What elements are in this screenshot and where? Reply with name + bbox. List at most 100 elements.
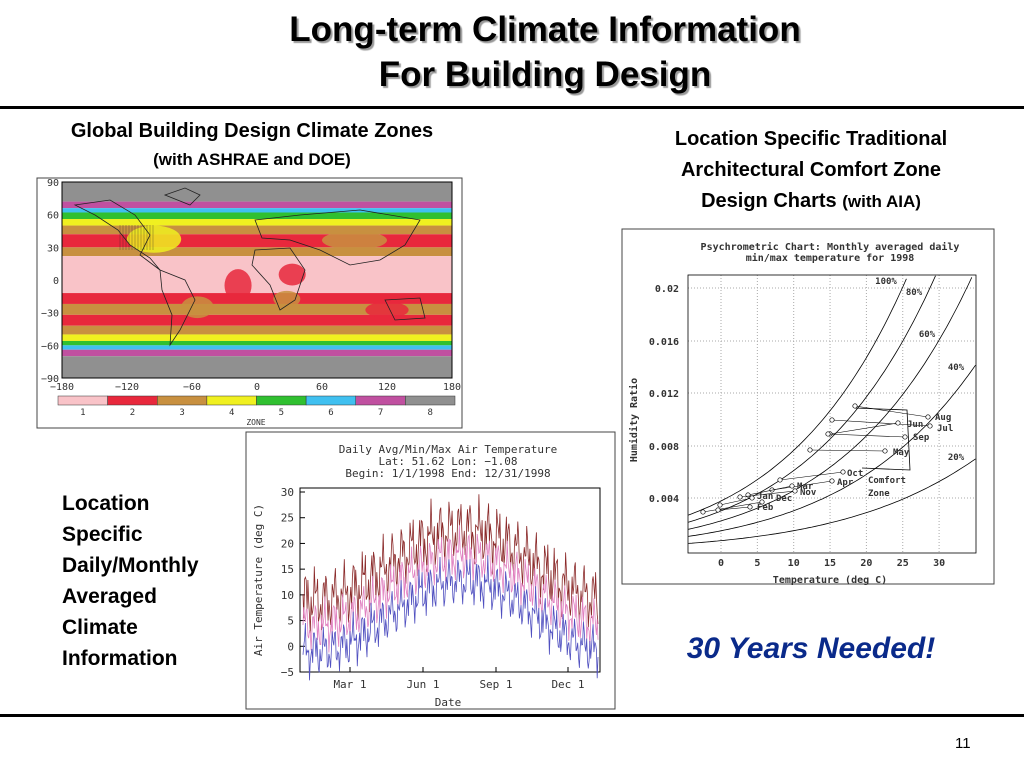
month-point — [777, 477, 783, 483]
month-label: Sep — [913, 433, 930, 443]
zone-band — [62, 349, 452, 357]
x-tick-label: 60 — [316, 382, 328, 393]
x-tick-label: −60 — [183, 382, 201, 393]
y-tick-label: −60 — [41, 341, 59, 352]
zone-swatch — [305, 395, 356, 406]
title-line: For Building Design — [378, 55, 712, 94]
side-text: Location Specific Daily/Monthly Averaged Cli… — [62, 488, 199, 674]
y-axis-label: Humidity Ratio — [628, 378, 640, 462]
subheading: (with ASHRAE and DOE) — [153, 150, 351, 169]
side-text-line: Location — [62, 492, 150, 515]
month-point — [749, 495, 755, 501]
y-tick-label: 15 — [281, 563, 294, 576]
side-text-line: Daily/Monthly — [62, 554, 199, 577]
month-link — [771, 480, 833, 491]
zone-patch — [224, 269, 252, 302]
month-link — [779, 471, 844, 481]
zone-label: 2 — [130, 408, 135, 418]
month-label: Dec — [776, 494, 792, 504]
zone-label: 6 — [328, 408, 333, 418]
x-tick-label: 15 — [824, 558, 836, 569]
temp-trace — [302, 555, 599, 681]
x-tick-label: −120 — [115, 382, 139, 393]
comfort-zone — [854, 407, 911, 471]
rh-label: 40% — [948, 363, 965, 373]
month-point — [829, 478, 835, 484]
zone-band — [62, 345, 452, 350]
month-link — [719, 497, 753, 506]
y-tick-label: −5 — [281, 666, 294, 679]
rh-curve — [688, 364, 976, 537]
heading: Architectural Comfort Zone — [680, 159, 942, 181]
rh-curve — [688, 277, 973, 530]
month-point — [747, 504, 753, 510]
rh-label: 80% — [906, 288, 923, 298]
zone-label: 8 — [427, 408, 432, 418]
x-tick-label: 0 — [718, 558, 724, 569]
month-link — [809, 449, 886, 452]
x-tick-label: 5 — [754, 558, 760, 569]
side-text-line: Climate — [62, 616, 138, 639]
y-tick-label: 20 — [281, 537, 294, 550]
x-tick-label: 20 — [860, 558, 872, 569]
temp-trace — [302, 494, 599, 634]
month-point — [737, 494, 743, 500]
coastline — [254, 209, 421, 266]
month-point — [925, 414, 931, 420]
zone-band — [62, 234, 452, 248]
rule — [0, 714, 1024, 717]
y-tick-label: 60 — [47, 211, 59, 222]
zone-swatch — [157, 395, 208, 406]
y-tick-label: 30 — [47, 243, 59, 254]
zone-band — [62, 201, 452, 209]
zone-patch — [181, 296, 214, 319]
coastline — [251, 247, 306, 311]
x-axis-label: Temperature (deg C) — [773, 575, 887, 586]
side-text-line: Information — [62, 647, 178, 670]
x-tick-label: Sep 1 — [479, 678, 512, 691]
y-tick-label: 0.016 — [649, 337, 679, 348]
zone-band — [62, 212, 452, 220]
rh-label: 60% — [919, 330, 936, 340]
month-link — [827, 433, 906, 438]
y-tick-label: 30 — [281, 486, 294, 499]
y-tick-label: 0 — [287, 640, 294, 653]
y-tick-label: −90 — [41, 374, 59, 385]
zone-band — [62, 247, 452, 257]
month-link — [739, 490, 796, 498]
month-point — [852, 403, 858, 409]
y-tick-label: 25 — [281, 512, 294, 525]
zone-band — [62, 225, 452, 235]
month-point — [895, 420, 901, 426]
zone-patch — [273, 290, 301, 308]
month-label: Oct — [847, 469, 863, 479]
side-text-line: Specific — [62, 523, 143, 546]
rh-curve — [688, 278, 907, 516]
title-line: Long-term Climate Information — [289, 10, 801, 49]
month-link — [717, 506, 751, 511]
heading: Location Specific Traditional — [674, 128, 948, 150]
month-point — [825, 431, 831, 437]
zone-swatch — [355, 395, 406, 406]
y-tick-label: 10 — [281, 589, 294, 602]
zone-patch — [322, 231, 387, 250]
zone-band — [62, 334, 452, 341]
month-link — [829, 422, 899, 435]
month-label: Jun — [907, 420, 923, 430]
page-number: 11 — [955, 735, 971, 752]
month-point — [759, 499, 765, 505]
x-tick-label: −180 — [50, 382, 74, 393]
x-axis-label: Date — [435, 696, 462, 709]
temp-title: Begin: 1/1/1998 End: 12/31/1998 — [345, 467, 550, 480]
month-link — [854, 405, 929, 418]
y-tick-label: 0.02 — [655, 284, 679, 295]
callout: 30 Years Needed! — [686, 632, 936, 665]
zone-patch — [278, 263, 306, 286]
month-point — [902, 434, 908, 440]
month-point — [715, 507, 721, 513]
zone-label: 1 — [80, 408, 85, 418]
zone-swatch — [107, 395, 158, 406]
zone-band — [62, 356, 452, 378]
month-label: May — [893, 448, 910, 458]
rh-curve — [688, 458, 976, 544]
